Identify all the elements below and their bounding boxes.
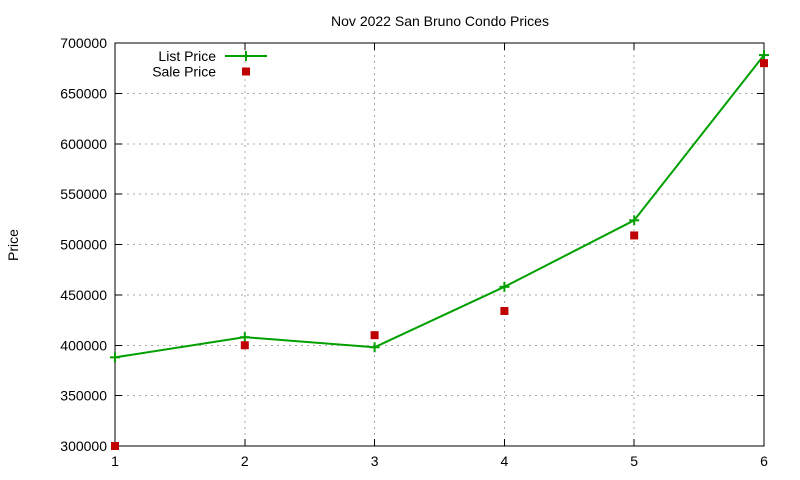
chart-title: Nov 2022 San Bruno Condo Prices [331,13,549,29]
square-marker [111,442,119,450]
y-axis-label: Price [5,229,21,261]
x-tick-label: 3 [371,453,379,469]
series-line-list-price [114,54,765,359]
x-tick-label: 1 [111,453,119,469]
grid-layer [115,43,764,446]
y-tick-label: 550000 [60,186,107,202]
series-layer [110,50,769,450]
square-marker [240,341,249,350]
y-tick-label: 650000 [60,85,107,101]
y-tick-label: 350000 [60,388,107,404]
square-marker [630,231,639,240]
square-marker [370,331,379,340]
x-tick-label: 5 [630,453,638,469]
legend-label: Sale Price [152,64,216,80]
y-tick-label: 400000 [60,337,107,353]
x-tick-label: 4 [501,453,509,469]
y-tick-label: 500000 [60,237,107,253]
legend-label: List Price [158,48,216,64]
y-tick-label: 600000 [60,136,107,152]
y-tick-label: 300000 [60,438,107,454]
x-tick-label: 2 [241,453,249,469]
square-marker [760,59,768,68]
square-marker [242,67,250,76]
y-tick-label: 700000 [60,35,107,51]
tick-layer [114,42,765,447]
y-tick-label: 450000 [60,287,107,303]
x-tick-label: 6 [760,453,768,469]
square-marker [500,306,509,315]
axis-labels-layer: 300000 350000 400000 450000 500000 550000 6000… [60,35,768,469]
